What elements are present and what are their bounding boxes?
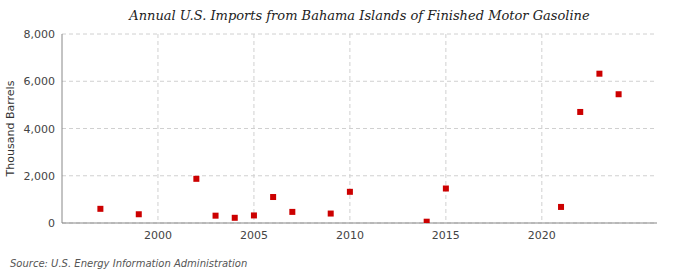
- x-tick-label: 2020: [528, 229, 556, 242]
- y-axis-label: Thousand Barrels: [4, 80, 17, 177]
- point: [213, 213, 219, 219]
- x-tick-label: 2000: [144, 229, 172, 242]
- x-tick-label: 2010: [336, 229, 364, 242]
- y-grid-line: [62, 81, 657, 82]
- point: [289, 209, 295, 215]
- x-tick-label: 2005: [240, 229, 268, 242]
- point: [424, 219, 430, 223]
- x-grid-line: [253, 34, 254, 223]
- x-grid-line: [157, 34, 158, 223]
- y-tick-label: 6,000: [24, 75, 56, 88]
- source: Source: U.S. Energy Information Administ…: [10, 258, 247, 269]
- y-grid-line: [62, 175, 657, 176]
- x-axis-line: [62, 223, 657, 224]
- y-grid-line: [62, 34, 657, 35]
- x-grid-line: [445, 34, 446, 223]
- point: [443, 186, 449, 192]
- point: [577, 109, 583, 115]
- y-grid-line: [62, 128, 657, 129]
- chart: Annual U.S. Imports from Bahama Islands …: [0, 0, 675, 275]
- y-tick-label: 4,000: [24, 123, 56, 136]
- point: [251, 212, 257, 218]
- y-tick-label: 8,000: [24, 28, 56, 41]
- point: [270, 194, 276, 200]
- point: [328, 211, 334, 217]
- chart-container: Annual U.S. Imports from Bahama Islands …: [0, 0, 675, 275]
- title: Annual U.S. Imports from Bahama Islands …: [128, 8, 590, 23]
- y-axis-line: [62, 34, 63, 223]
- y-tick-label: 0: [48, 217, 55, 230]
- y-tick-label: 2,000: [24, 170, 56, 183]
- point: [232, 215, 238, 221]
- points: [97, 71, 621, 223]
- point: [136, 211, 142, 217]
- point: [616, 91, 622, 97]
- y-grid-line: [62, 223, 657, 224]
- x-tick-label: 2015: [432, 229, 460, 242]
- point: [558, 204, 564, 210]
- point: [347, 189, 353, 195]
- point: [596, 71, 602, 77]
- point: [97, 206, 103, 212]
- x-grid-line: [541, 34, 542, 223]
- point: [193, 176, 199, 182]
- grid: [62, 34, 657, 223]
